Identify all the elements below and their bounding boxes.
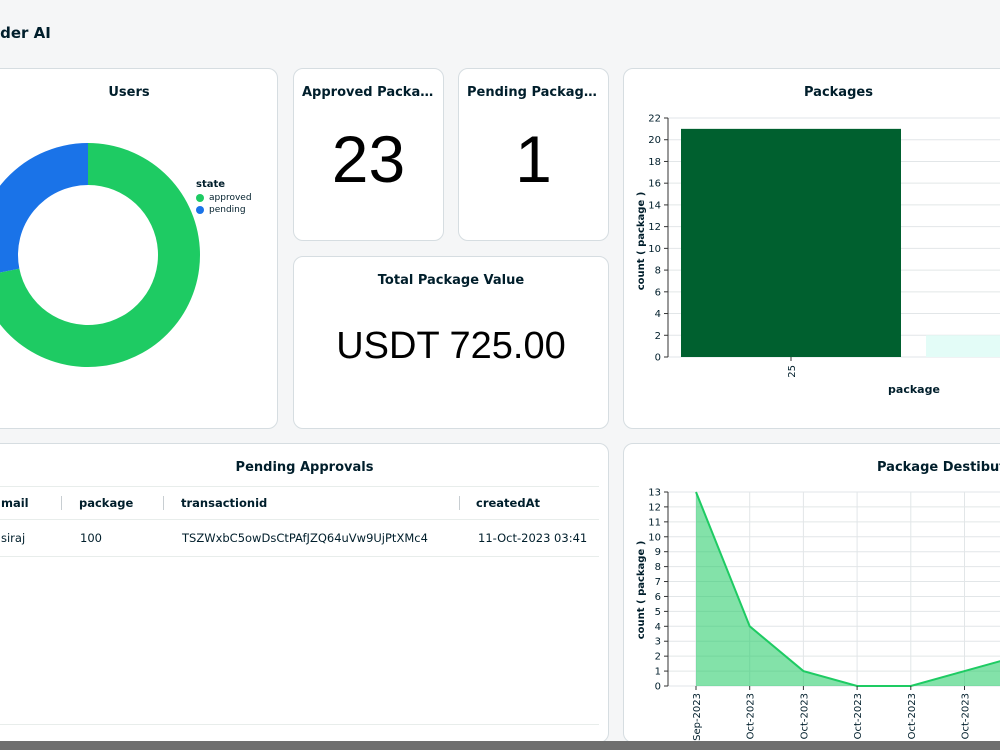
header-transactionid[interactable]: transactionid — [181, 496, 268, 510]
packages-y-tick-label: 8 — [655, 266, 661, 277]
users-donut-chart — [0, 143, 200, 367]
legend-dot-pending — [196, 206, 204, 214]
column-separator[interactable] — [163, 496, 164, 510]
approved-packages-value: 23 — [331, 122, 406, 196]
distribution-y-tick-label: 13 — [648, 488, 661, 499]
pending-approvals-title: Pending Approvals — [235, 460, 374, 475]
cell-createdat: 11-Oct-2023 03:41 — [478, 531, 588, 545]
packages-y-tick-label: 2 — [655, 331, 661, 342]
legend-label-approved: approved — [209, 193, 252, 203]
packages-y-tick-label: 6 — [655, 287, 661, 298]
legend-item-approved[interactable]: approved — [196, 193, 252, 203]
donut-slice-approved[interactable] — [0, 143, 200, 367]
distribution-y-tick-label: 1 — [655, 667, 661, 678]
table-footer-divider — [0, 724, 599, 725]
column-separator[interactable] — [61, 496, 62, 510]
header-package[interactable]: package — [79, 496, 134, 510]
legend-dot-approved — [196, 194, 204, 202]
packages-x-axis-label: package — [888, 383, 940, 396]
app-title: ader AI — [0, 24, 51, 42]
packages-y-tick-label: 16 — [648, 179, 661, 190]
distribution-y-axis-label: count ( package ) — [636, 541, 647, 640]
packages-bar-chart: count ( package ) package 0 2 4 6 8 10 12 14 16 1… — [636, 114, 1000, 396]
donut-slice-pending[interactable] — [0, 143, 88, 277]
distribution-y-tick-label: 10 — [648, 532, 661, 543]
pending-packages-card: Pending Packages 1 — [458, 68, 609, 241]
table-row[interactable]: siraj 100 TSZWxbC5owDsCtPAfJZQ64uVw9UjPt… — [0, 520, 599, 557]
pending-approvals-table: mail package transactionid createdAt sir… — [0, 486, 599, 557]
packages-y-axis-label: count ( package ) — [636, 192, 647, 291]
distribution-x-tick-label: Oct-2023 — [961, 693, 972, 739]
legend-item-pending[interactable]: pending — [196, 205, 252, 215]
header-createdat[interactable]: createdAt — [476, 496, 540, 510]
distribution-y-tick-label: 12 — [648, 502, 661, 513]
packages-bar[interactable] — [926, 335, 1000, 357]
distribution-y-tick-label: 7 — [655, 577, 661, 588]
distribution-y-tick-label: 11 — [648, 517, 661, 528]
distribution-area[interactable] — [696, 492, 1000, 686]
distribution-y-tick-label: 6 — [655, 592, 661, 603]
distribution-y-tick-label: 0 — [655, 682, 661, 693]
cell-transactionid: TSZWxbC5owDsCtPAfJZQ64uVw9UjPtXMc4 — [182, 531, 428, 545]
distribution-x-tick-label: Oct-2023 — [907, 693, 918, 739]
package-distribution-card: Package Destibutio count ( package ) 012… — [623, 443, 1000, 743]
distribution-y-tick-label: 2 — [655, 652, 661, 663]
distribution-x-tick-label: Oct-2023 — [853, 693, 864, 739]
column-separator[interactable] — [459, 496, 460, 510]
legend-title: state — [196, 179, 226, 190]
packages-y-tick-label: 10 — [648, 244, 661, 255]
bottom-scrollbar[interactable] — [0, 741, 1000, 750]
header-email[interactable]: mail — [1, 496, 29, 510]
table-header-row: mail package transactionid createdAt — [0, 486, 599, 520]
packages-y-tick-label: 18 — [648, 157, 661, 168]
packages-y-tick-label: 0 — [655, 353, 661, 364]
pending-approvals-card: Pending Approvals mail package transacti… — [0, 443, 609, 743]
cell-package: 100 — [80, 531, 102, 545]
distribution-y-tick-label: 4 — [655, 622, 661, 633]
pending-packages-title: Pending Packages — [467, 85, 601, 100]
total-package-value: USDT 725.00 — [336, 325, 566, 367]
cell-email: siraj — [1, 531, 26, 545]
distribution-y-tick-label: 5 — [655, 607, 661, 618]
packages-y-tick-label: 20 — [648, 135, 661, 146]
users-card: Users state approved pending — [0, 68, 278, 429]
total-package-value-title: Total Package Value — [377, 273, 525, 288]
distribution-y-tick-label: 8 — [655, 562, 661, 573]
users-legend: state approved pending — [196, 179, 252, 217]
distribution-x-tick-label: Oct-2023 — [746, 693, 757, 739]
approved-packages-title: Approved Packag... — [302, 85, 443, 100]
distribution-y-tick-label: 3 — [655, 637, 661, 648]
packages-y-tick-label: 12 — [648, 222, 661, 233]
distribution-y-tick-label: 9 — [655, 547, 661, 558]
packages-y-tick-label: 22 — [648, 114, 661, 125]
packages-x-tick-label: 25 — [787, 365, 798, 378]
distribution-x-tick-label: Oct-2023 — [799, 693, 810, 739]
approved-packages-card: Approved Packag... 23 — [293, 68, 444, 241]
legend-label-pending: pending — [209, 205, 246, 215]
pending-packages-value: 1 — [515, 122, 552, 196]
packages-bar[interactable] — [681, 128, 901, 357]
distribution-x-tick-label: Sep-2023 — [692, 693, 703, 741]
packages-y-tick-label: 4 — [655, 309, 661, 320]
package-distribution-area-chart: count ( package ) 012345678910111213Sep-… — [636, 488, 1000, 741]
packages-y-tick-label: 14 — [648, 200, 661, 211]
total-package-value-card: Total Package Value USDT 725.00 — [293, 256, 609, 429]
